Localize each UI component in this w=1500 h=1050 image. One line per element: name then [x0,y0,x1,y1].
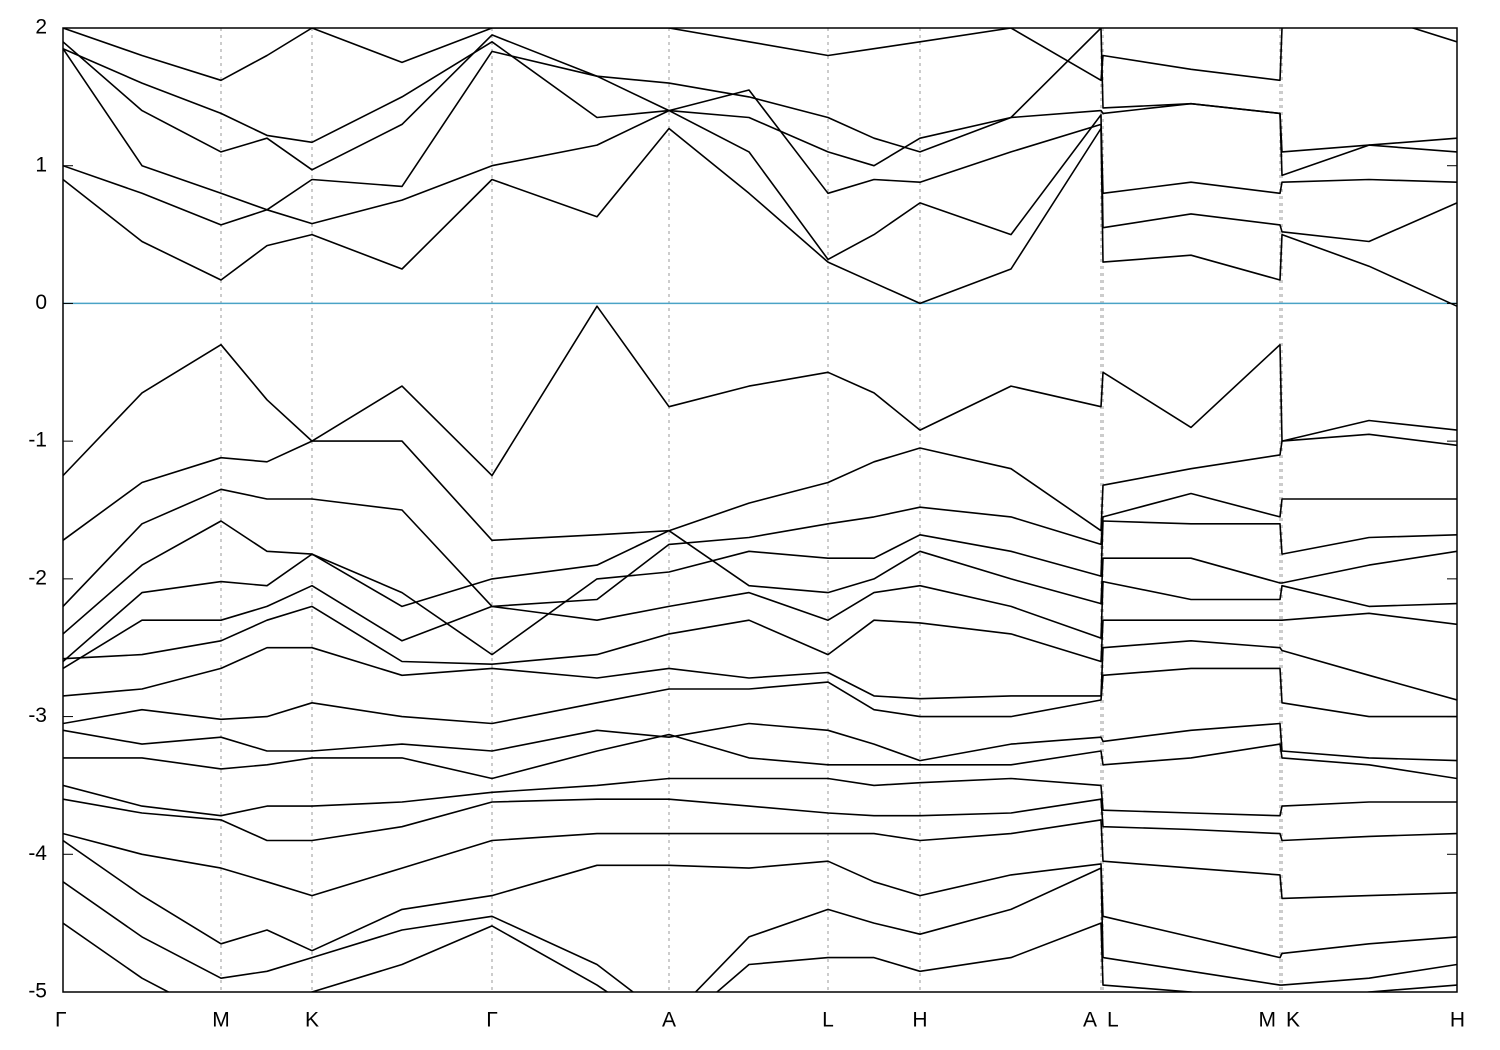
band-line [63,520,1457,656]
band-line [63,127,1457,307]
y-tick-label: -1 [28,429,47,452]
y-tick-label: 1 [35,153,47,176]
x-tick-label: Γ [486,1009,498,1032]
grid [62,28,1458,992]
band-line [63,798,1457,842]
band-line [63,305,1457,477]
band-line [63,733,1457,780]
band-line [63,605,1457,665]
band-line [63,640,1457,701]
y-tick-label: -2 [28,566,47,589]
x-tick-label: K [305,1009,319,1032]
x-tick-label: K [1286,1009,1300,1032]
band-line [63,48,1457,211]
x-tick-label: M [1259,1009,1277,1032]
x-tick-label: A [662,1009,676,1032]
band-line [63,34,1457,177]
x-tick-label: A [1083,1009,1097,1032]
band-line [63,109,1457,261]
band-line [63,529,1457,663]
band-line [63,777,1457,817]
bands [63,28,1457,992]
x-tick-label: H [1450,1009,1465,1032]
band-line [63,867,1457,992]
band-line [63,28,1457,167]
band-line [63,839,1457,959]
band-line [63,580,1457,670]
y-tick-label: 0 [35,291,47,314]
x-tick-label: L [1107,1009,1119,1032]
y-tick-label: 2 [35,16,47,39]
plot-frame [62,27,1458,993]
x-tick-label: Γ [55,1009,67,1032]
y-tick-label: -3 [28,704,47,727]
band-line [63,433,1457,542]
x-tick-label: M [212,1009,230,1032]
x-tick-label: H [912,1009,927,1032]
y-tick-label: -5 [28,980,47,1003]
band-line [63,722,1457,762]
y-tick-label: -4 [28,842,47,865]
band-line [63,667,1457,725]
x-tick-label: L [822,1009,834,1032]
band-line [63,488,1457,608]
band-line [63,819,1457,900]
band-line [63,28,1457,82]
band-line [63,922,1457,992]
